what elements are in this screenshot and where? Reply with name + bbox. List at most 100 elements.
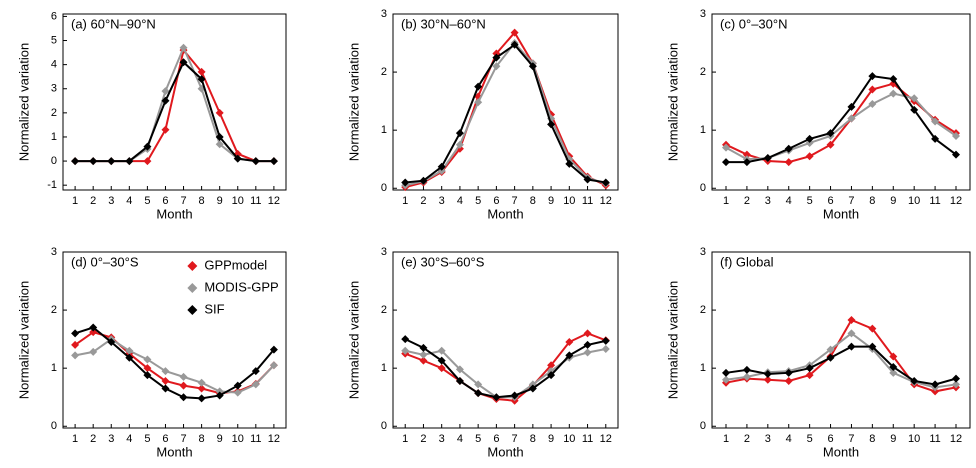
y-tick-label: 5 [51, 34, 57, 46]
data-point [143, 364, 152, 373]
data-point [71, 351, 80, 360]
x-tick-label: 5 [807, 433, 813, 445]
data-point [742, 158, 751, 167]
data-point [847, 329, 856, 338]
panel-title: (b) 30°N–60°N [401, 16, 486, 31]
x-tick-label: 7 [180, 433, 186, 445]
data-point [474, 98, 483, 107]
data-point [528, 62, 537, 71]
y-tick-label: 2 [700, 66, 706, 78]
series-line [75, 45, 274, 163]
data-point [583, 175, 592, 184]
plot-frame [711, 13, 971, 191]
data-point [847, 315, 856, 324]
y-axis-label: Normalized variation [346, 43, 361, 162]
data-point [889, 352, 898, 361]
series-line [74, 326, 275, 400]
data-point [125, 353, 134, 362]
data-point [889, 368, 898, 377]
x-tick-label: 7 [512, 195, 518, 207]
series-line [404, 332, 607, 402]
data-point [742, 150, 751, 159]
data-point [455, 140, 464, 149]
y-tick-label: 4 [51, 59, 57, 71]
data-point [474, 82, 483, 91]
data-point [492, 393, 501, 402]
y-tick-label: 0 [51, 155, 57, 167]
legend-marker [187, 305, 198, 315]
data-point [868, 324, 877, 333]
data-point [161, 367, 170, 376]
data-point [197, 394, 206, 403]
data-point [251, 367, 260, 376]
data-point [931, 134, 940, 143]
y-tick-label: 0 [700, 420, 706, 432]
series-line [405, 43, 606, 184]
data-point [951, 380, 960, 389]
data-point [401, 346, 410, 355]
y-tick-label: 2 [381, 66, 387, 78]
x-tick-label: 2 [744, 433, 750, 445]
x-axis-label: Month [156, 444, 192, 459]
data-point [889, 363, 898, 372]
data-point [931, 387, 940, 396]
data-point [71, 340, 80, 349]
data-point [179, 393, 188, 402]
x-tick-label: 10 [563, 195, 575, 207]
data-point [161, 125, 170, 134]
x-tick-label: 7 [848, 433, 854, 445]
legend-label: SIF [204, 301, 224, 316]
data-point [583, 348, 592, 357]
y-tick-label: 2 [51, 304, 57, 316]
data-point [71, 329, 80, 338]
data-point [510, 391, 519, 400]
data-point [437, 162, 446, 171]
series-line [74, 331, 275, 395]
data-point [161, 376, 170, 385]
x-tick-label: 6 [162, 195, 168, 207]
plot-frame [62, 13, 287, 191]
y-axis-label: Normalized variation [16, 43, 31, 162]
panel-title: (a) 60°N–90°N [71, 16, 156, 31]
y-tick-label: 6 [51, 10, 57, 22]
x-tick-label: 9 [217, 433, 223, 445]
y-tick-label: 3 [381, 8, 387, 20]
series-line [75, 60, 274, 163]
series-line [725, 92, 957, 161]
data-point [742, 372, 751, 381]
data-point [868, 342, 877, 351]
data-point [763, 375, 772, 384]
data-point [492, 62, 501, 71]
data-point [419, 343, 428, 352]
data-point [583, 340, 592, 349]
data-point [233, 154, 242, 163]
data-point [143, 157, 152, 166]
data-point [215, 391, 224, 400]
legend-label: MODIS-GPP [204, 279, 278, 294]
data-point [931, 380, 940, 389]
data-point [179, 381, 188, 390]
data-point [474, 380, 483, 389]
data-point [565, 338, 574, 347]
x-tick-label: 12 [950, 195, 962, 207]
data-point [763, 154, 772, 163]
data-point [179, 43, 188, 52]
data-point [269, 157, 278, 166]
x-tick-label: 12 [268, 195, 280, 207]
data-point [601, 336, 610, 345]
x-tick-label: 9 [548, 195, 554, 207]
data-point [269, 345, 278, 354]
data-point [826, 353, 835, 362]
y-tick-label: 3 [381, 246, 387, 258]
x-tick-label: 10 [563, 433, 575, 445]
y-tick-label: 1 [700, 124, 706, 136]
data-point [197, 384, 206, 393]
data-point [565, 351, 574, 360]
data-point [889, 75, 898, 84]
x-tick-label: 3 [765, 195, 771, 207]
plot-frame [392, 251, 619, 429]
x-tick-label: 5 [144, 433, 150, 445]
data-point [492, 53, 501, 62]
